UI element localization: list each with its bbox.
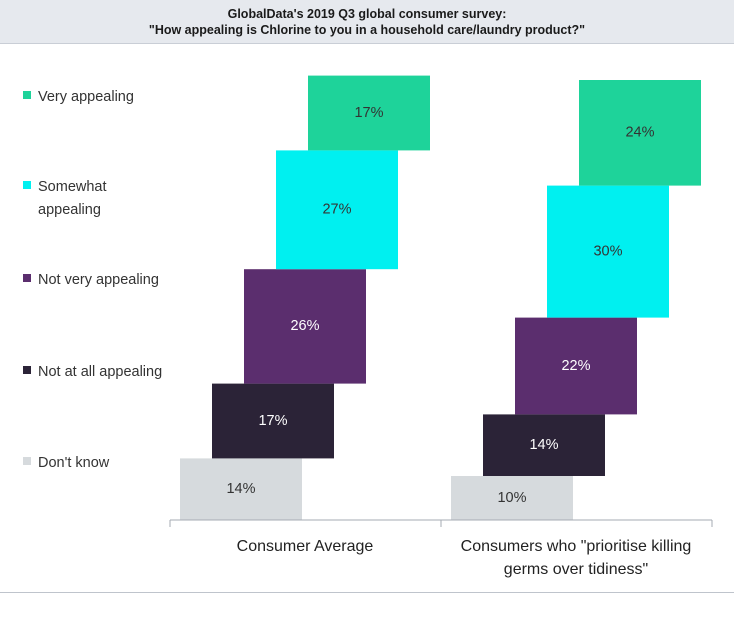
data-label: 10% xyxy=(497,490,526,506)
bottom-divider xyxy=(0,592,734,593)
title-line-2: "How appealing is Chlorine to you in a h… xyxy=(148,23,586,37)
data-label: 30% xyxy=(593,243,622,259)
data-label: 14% xyxy=(529,437,558,453)
category-label: germs over tidiness" xyxy=(504,561,648,578)
legend-item: Somewhat appealing xyxy=(23,179,107,218)
category-label: Consumer Average xyxy=(237,538,374,555)
data-label: 22% xyxy=(561,358,590,374)
data-label: 27% xyxy=(322,202,351,218)
legend-label: Not very appealing xyxy=(38,272,159,288)
category-label: Consumers who "prioritise killing xyxy=(461,538,692,555)
legend-label: Not at all appealing xyxy=(38,364,162,380)
legend-item: Very appealing xyxy=(23,89,134,105)
bar-segment xyxy=(579,80,701,186)
legend-swatch xyxy=(23,457,31,465)
legend-swatch xyxy=(23,181,31,189)
bar-segment xyxy=(244,269,366,384)
bar-segment xyxy=(212,383,334,459)
legend-swatch xyxy=(23,366,31,374)
bar-segment xyxy=(276,150,398,270)
data-label: 24% xyxy=(625,125,654,141)
data-label: 14% xyxy=(226,481,255,497)
data-label: 17% xyxy=(354,105,383,121)
chart-title: GlobalData's 2019 Q3 global consumer sur… xyxy=(0,0,734,44)
chart-area: Very appealing Somewhat appealing Not very … xyxy=(23,75,713,578)
legend-label: appealing xyxy=(38,202,101,218)
data-label: 17% xyxy=(258,413,287,429)
bar-segment xyxy=(180,458,302,520)
legend-item: Not very appealing xyxy=(23,272,159,288)
legend-label: Very appealing xyxy=(38,89,134,105)
bar-segment xyxy=(515,317,637,415)
bar-segment xyxy=(451,476,573,520)
legend-label: Don't know xyxy=(38,455,110,471)
title-line-1: GlobalData's 2019 Q3 global consumer sur… xyxy=(227,7,507,21)
bar-segment xyxy=(483,414,605,476)
legend-item: Not at all appealing xyxy=(23,364,162,380)
legend-item: Don't know xyxy=(23,455,110,471)
legend-label: Somewhat xyxy=(38,179,107,195)
bar-segment xyxy=(547,185,669,318)
legend-swatch xyxy=(23,274,31,282)
bar-segment xyxy=(308,75,430,151)
data-label: 26% xyxy=(290,318,319,334)
legend-swatch xyxy=(23,91,31,99)
